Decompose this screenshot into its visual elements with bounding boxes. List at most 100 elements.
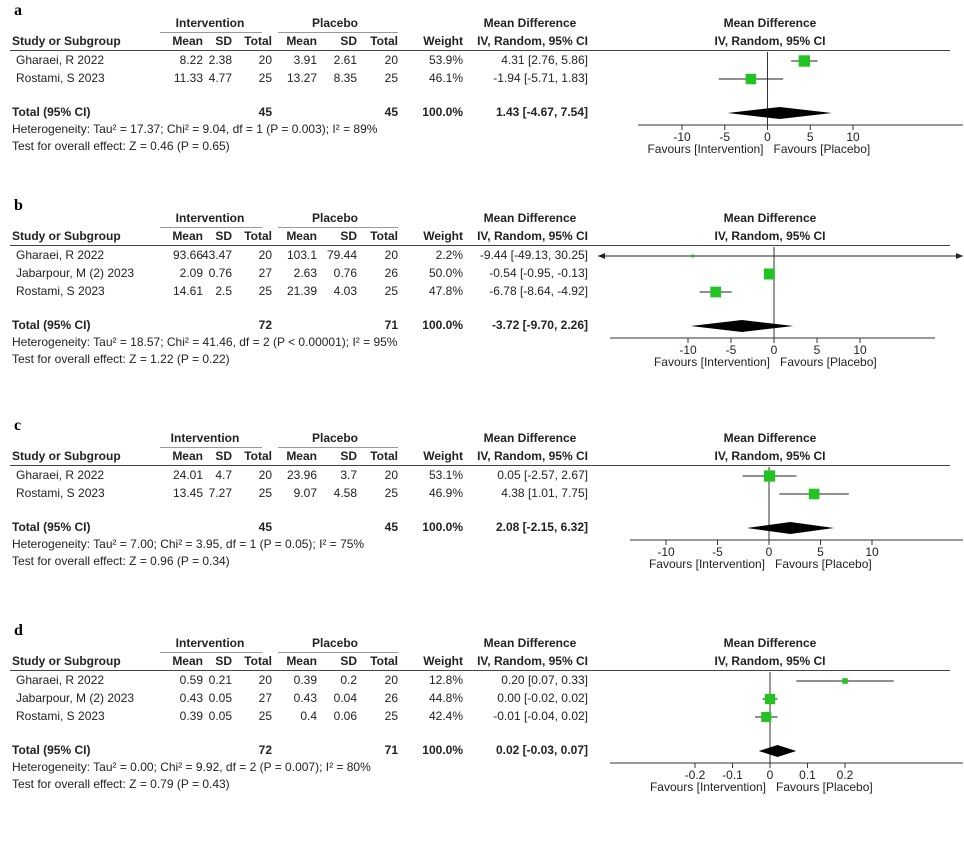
weight-value: 44.8% — [428, 691, 463, 705]
header-underline — [10, 670, 950, 671]
column-header-pla-mean: Mean — [286, 34, 317, 48]
intervention-group-header: Intervention — [175, 211, 245, 225]
pla-mean: 0.43 — [293, 691, 317, 705]
int-mean: 0.59 — [179, 673, 203, 687]
int-total: 27 — [258, 266, 272, 280]
column-header-ci: IV, Random, 95% CI — [477, 449, 588, 463]
int-sd: 4.7 — [215, 468, 232, 482]
ci-arrow-left — [598, 253, 605, 259]
panel-letter: b — [14, 197, 23, 214]
placebo-group-header: Placebo — [311, 636, 359, 650]
int-total: 25 — [258, 71, 272, 85]
plot-ci-subheader: IV, Random, 95% CI — [714, 654, 826, 668]
ci-value: 4.31 [2.76, 5.86] — [501, 53, 588, 67]
pla-total: 25 — [384, 486, 398, 500]
x-tick-label: -0.1 — [722, 768, 743, 782]
study-effect-marker — [842, 678, 848, 684]
study-name: Gharaei, R 2022 — [16, 468, 105, 482]
group-underline — [278, 447, 398, 448]
total-ci-value: 1.43 [-4.67, 7.54] — [495, 105, 588, 119]
study-effect-marker — [745, 73, 757, 85]
x-tick-label: 0 — [766, 545, 773, 559]
column-header-study: Study or Subgroup — [12, 449, 121, 463]
x-tick-label: 0.2 — [837, 768, 854, 782]
weight-value: 50.0% — [428, 266, 463, 280]
pooled-effect-diamond — [746, 522, 835, 534]
favours-intervention-label: Favours [Intervention] — [647, 142, 763, 156]
mean-difference-header: Mean Difference — [483, 431, 577, 445]
column-header-pla-total: Total — [370, 449, 398, 463]
total-label: Total (95% CI) — [12, 743, 91, 757]
pla-mean: 13.27 — [286, 71, 317, 85]
pla-mean: 21.39 — [286, 284, 317, 298]
favours-intervention-label: Favours [Intervention] — [650, 780, 766, 794]
x-tick-label: -10 — [657, 545, 675, 559]
ci-value: -0.01 [-0.04, 0.02] — [493, 709, 588, 723]
favours-intervention-label: Favours [Intervention] — [654, 355, 770, 369]
column-header-weight: Weight — [423, 654, 463, 668]
int-total: 27 — [258, 691, 272, 705]
int-sd: 0.76 — [208, 266, 232, 280]
pla-total: 26 — [384, 266, 398, 280]
weight-value: 2.2% — [435, 248, 463, 262]
placebo-group-header: Placebo — [311, 211, 359, 225]
column-header-int-sd: SD — [215, 449, 232, 463]
total-label: Total (95% CI) — [12, 318, 91, 332]
column-header-int-sd: SD — [215, 34, 232, 48]
int-sd: 4.77 — [208, 71, 232, 85]
x-tick-label: -0.2 — [685, 768, 706, 782]
forest-plot-svg: -10 -5 0 5 10 Favours [Intervention] Favours [… — [630, 467, 963, 571]
pla-sd: 79.44 — [326, 248, 357, 262]
plot-mean-difference-header: Mean Difference — [723, 431, 817, 445]
pla-mean: 3.91 — [293, 53, 317, 67]
placebo-group-header: Placebo — [311, 16, 359, 30]
study-name: Gharaei, R 2022 — [16, 53, 105, 67]
favours-placebo-label: Favours [Placebo] — [774, 142, 871, 156]
mean-difference-header: Mean Difference — [483, 636, 577, 650]
column-header-pla-mean: Mean — [286, 229, 317, 243]
x-tick-label: 0 — [771, 343, 778, 357]
header-underline — [10, 50, 950, 51]
weight-value: 53.1% — [428, 468, 463, 482]
pla-total: 20 — [384, 53, 398, 67]
pla-sd: 3.7 — [340, 468, 357, 482]
pla-sd: 4.03 — [333, 284, 357, 298]
pla-mean: 0.4 — [300, 709, 317, 723]
plot-mean-difference-header: Mean Difference — [723, 636, 817, 650]
total-label: Total (95% CI) — [12, 520, 91, 534]
x-tick-label: -5 — [712, 545, 723, 559]
mean-difference-header: Mean Difference — [483, 16, 577, 30]
int-sd: 0.05 — [208, 691, 232, 705]
forest-panel-a: a Intervention Placebo Mean Difference Mean … — [0, 0, 964, 200]
column-header-int-mean: Mean — [172, 449, 203, 463]
int-total-sum: 45 — [258, 520, 272, 534]
ci-arrow-right — [956, 253, 963, 259]
int-total: 20 — [258, 248, 272, 262]
column-header-ci: IV, Random, 95% CI — [477, 34, 588, 48]
pla-mean: 103.1 — [286, 248, 317, 262]
int-sd: 2.38 — [208, 53, 232, 67]
column-header-int-total: Total — [244, 229, 272, 243]
x-tick-label: 10 — [853, 343, 867, 357]
pla-sd: 0.04 — [333, 691, 357, 705]
column-header-int-mean: Mean — [172, 229, 203, 243]
favours-placebo-label: Favours [Placebo] — [780, 355, 877, 369]
overall-effect-text: Test for overall effect: Z = 0.96 (P = 0… — [12, 554, 230, 568]
int-total: 20 — [258, 53, 272, 67]
study-name: Rostami, S 2023 — [16, 71, 105, 85]
column-header-pla-mean: Mean — [286, 449, 317, 463]
column-header-ci: IV, Random, 95% CI — [477, 654, 588, 668]
header-underline — [10, 465, 950, 466]
plot-mean-difference-header: Mean Difference — [723, 211, 817, 225]
pla-total: 20 — [384, 248, 398, 262]
placebo-group-header: Placebo — [311, 431, 359, 445]
column-header-int-mean: Mean — [172, 654, 203, 668]
column-header-pla-total: Total — [370, 229, 398, 243]
int-total: 25 — [258, 709, 272, 723]
study-effect-marker — [808, 488, 820, 500]
x-tick-label: 5 — [807, 130, 814, 144]
x-tick-label: -5 — [726, 343, 737, 357]
ci-value: 0.20 [0.07, 0.33] — [501, 673, 588, 687]
weight-value: 12.8% — [428, 673, 463, 687]
int-total-sum: 72 — [258, 743, 272, 757]
